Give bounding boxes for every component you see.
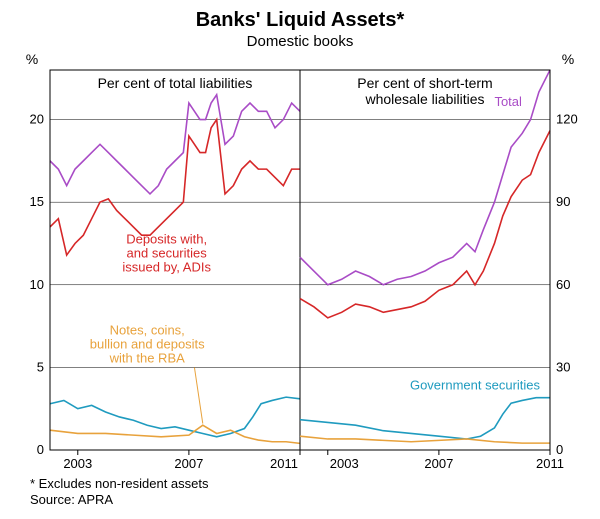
xtick: 2007 [174, 456, 203, 471]
series-label: Deposits with, [126, 231, 207, 246]
source: Source: APRA [30, 492, 113, 507]
panel-title: wholesale liabilities [364, 91, 484, 107]
ytick-left: 5 [37, 359, 44, 374]
footnote: * Excludes non-resident assets [30, 476, 209, 491]
ytick-left: 10 [30, 277, 44, 292]
ytick-left: 20 [30, 112, 44, 127]
panel-title: Per cent of short-term [357, 75, 492, 91]
xtick: 2011 [536, 456, 564, 471]
ytick-right: 90 [556, 194, 570, 209]
ytick-right: 0 [556, 442, 563, 457]
xtick: 2003 [330, 456, 359, 471]
series-label: issued by, ADIs [122, 259, 211, 274]
ytick-right: 30 [556, 359, 570, 374]
unit-left: % [26, 51, 38, 67]
panel-title: Per cent of total liabilities [98, 75, 253, 91]
chart-title: Banks' Liquid Assets* [196, 9, 405, 31]
series-label: Government securities [410, 377, 541, 392]
series-label: and securities [127, 245, 208, 260]
ytick-left: 0 [37, 442, 44, 457]
series-label: bullion and deposits [90, 336, 205, 351]
chart-subtitle: Domestic books [247, 33, 354, 50]
xtick: 2007 [424, 456, 453, 471]
unit-right: % [562, 51, 574, 67]
ytick-right: 120 [556, 112, 578, 127]
series-label: with the RBA [109, 350, 185, 365]
ytick-left: 15 [30, 194, 44, 209]
ytick-right: 60 [556, 277, 570, 292]
series-label: Total [494, 94, 522, 109]
series-label: Notes, coins, [110, 322, 185, 337]
liquid-assets-chart: Banks' Liquid Assets* Domestic books%% Per… [0, 0, 600, 519]
xtick: 2011 [270, 456, 298, 471]
xtick: 2003 [63, 456, 92, 471]
